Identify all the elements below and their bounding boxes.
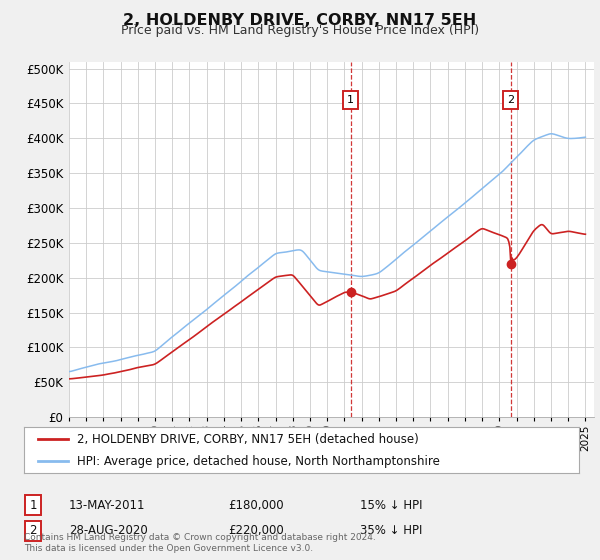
Text: 1: 1 xyxy=(29,498,37,512)
Text: 2: 2 xyxy=(29,524,37,538)
Text: 15% ↓ HPI: 15% ↓ HPI xyxy=(360,498,422,512)
Text: 28-AUG-2020: 28-AUG-2020 xyxy=(69,524,148,538)
Text: 1: 1 xyxy=(347,95,354,105)
Text: 35% ↓ HPI: 35% ↓ HPI xyxy=(360,524,422,538)
Text: £180,000: £180,000 xyxy=(228,498,284,512)
Text: 2: 2 xyxy=(507,95,514,105)
Text: 2, HOLDENBY DRIVE, CORBY, NN17 5EH: 2, HOLDENBY DRIVE, CORBY, NN17 5EH xyxy=(124,13,476,28)
Text: HPI: Average price, detached house, North Northamptonshire: HPI: Average price, detached house, Nort… xyxy=(77,455,440,468)
Text: 2, HOLDENBY DRIVE, CORBY, NN17 5EH (detached house): 2, HOLDENBY DRIVE, CORBY, NN17 5EH (deta… xyxy=(77,433,418,446)
Text: £220,000: £220,000 xyxy=(228,524,284,538)
Text: Price paid vs. HM Land Registry's House Price Index (HPI): Price paid vs. HM Land Registry's House … xyxy=(121,24,479,37)
Text: 13-MAY-2011: 13-MAY-2011 xyxy=(69,498,146,512)
Text: Contains HM Land Registry data © Crown copyright and database right 2024.
This d: Contains HM Land Registry data © Crown c… xyxy=(24,533,376,553)
